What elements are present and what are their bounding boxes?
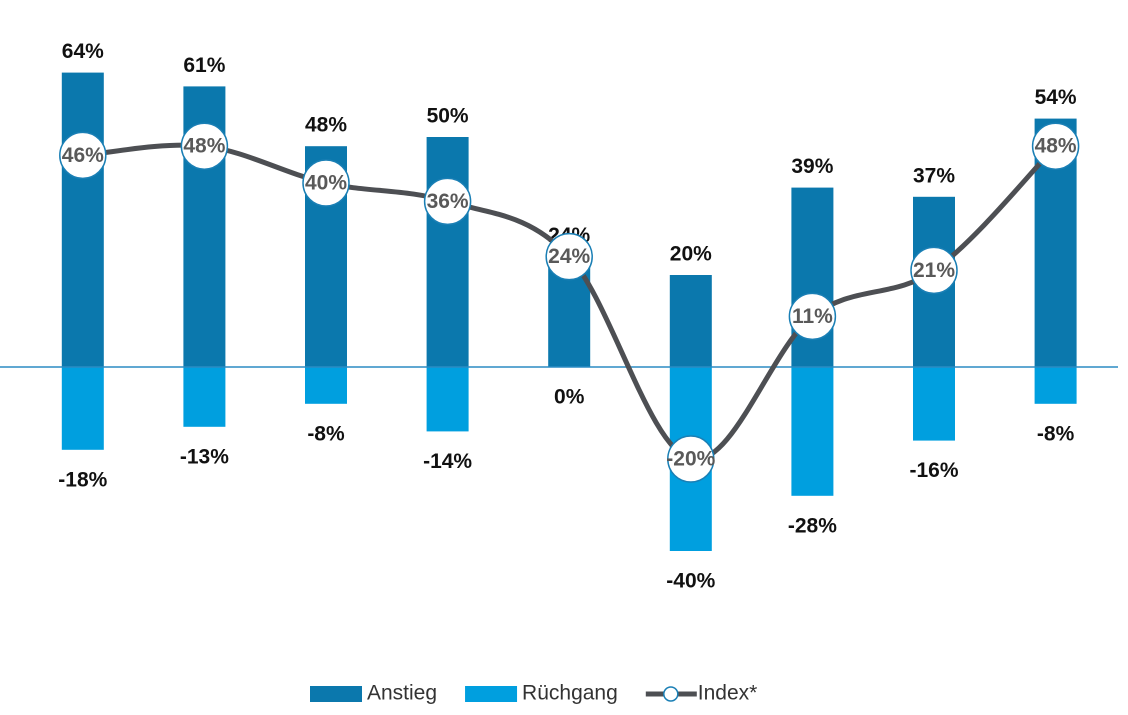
bar xyxy=(426,137,469,367)
data-label: -28% xyxy=(788,514,837,537)
data-label: 61% xyxy=(183,54,225,77)
bar xyxy=(791,367,834,496)
data-label: -16% xyxy=(909,459,958,482)
data-label: 20% xyxy=(670,243,712,266)
bar xyxy=(426,367,469,432)
index-marker xyxy=(423,177,472,226)
bar xyxy=(913,367,955,441)
index-label: 11% xyxy=(792,305,833,328)
bar xyxy=(61,72,104,367)
legend-swatch-marker xyxy=(663,686,679,702)
index-label: 48% xyxy=(1035,135,1077,158)
data-label: -40% xyxy=(666,570,715,593)
data-label: 50% xyxy=(427,105,469,128)
index-label: 21% xyxy=(913,259,955,282)
index-marker xyxy=(180,122,229,170)
data-label: -13% xyxy=(180,445,229,468)
bar xyxy=(305,367,347,404)
data-label: 64% xyxy=(62,40,104,63)
legend-label: Rüchgang xyxy=(522,682,618,705)
legend-label: Index* xyxy=(698,682,758,705)
index-marker xyxy=(545,232,593,281)
index-label: 24% xyxy=(548,245,590,268)
index-marker xyxy=(302,159,350,207)
bar xyxy=(1034,367,1077,404)
index-marker xyxy=(1031,122,1080,170)
data-label: -8% xyxy=(307,422,345,445)
legend-label: Anstieg xyxy=(367,682,437,705)
data-label: -14% xyxy=(423,450,472,473)
index-label: 48% xyxy=(183,135,225,158)
index-marker xyxy=(59,131,107,180)
index-marker xyxy=(788,292,837,341)
data-label: -8% xyxy=(1037,422,1075,445)
index-label: -20% xyxy=(666,448,715,471)
legend-swatch xyxy=(465,686,518,702)
index-label: 36% xyxy=(427,190,469,213)
legend-swatch xyxy=(310,686,362,702)
data-label: 54% xyxy=(1035,86,1077,109)
index-label: 46% xyxy=(62,144,104,167)
index-marker xyxy=(667,435,715,483)
index-line xyxy=(82,142,1058,462)
data-label: -18% xyxy=(58,468,107,491)
bar xyxy=(669,275,712,367)
data-label: 48% xyxy=(305,114,347,137)
data-label: 0% xyxy=(554,386,585,409)
bar xyxy=(183,367,226,427)
data-label: 37% xyxy=(913,164,955,187)
index-marker xyxy=(910,246,958,295)
bar xyxy=(61,367,104,450)
index-label: 40% xyxy=(305,172,347,195)
data-label: 39% xyxy=(791,155,833,178)
